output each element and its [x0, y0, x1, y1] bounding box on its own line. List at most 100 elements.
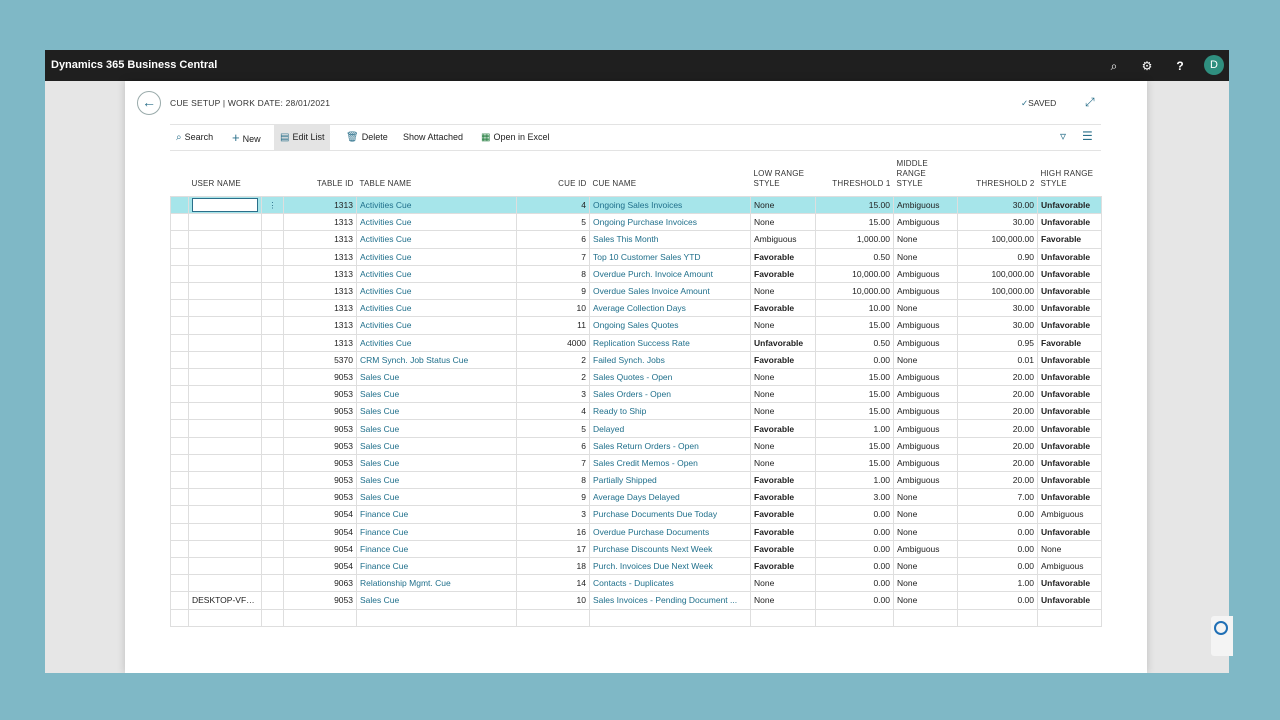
low-range-style-cell[interactable]: None — [750, 281, 816, 301]
row-marker-cell[interactable] — [170, 470, 189, 490]
low-range-style-cell[interactable]: Favorable — [750, 539, 816, 558]
threshold-1-cell[interactable]: 15.00 — [815, 436, 894, 455]
user-name-cell[interactable] — [188, 264, 262, 283]
column-header-middle-range-style[interactable]: MIDDLE RANGE STYLE — [896, 159, 928, 188]
search-button[interactable]: ⌕ Search — [176, 125, 213, 150]
threshold-2-cell[interactable]: 0.01 — [957, 350, 1038, 369]
row-marker-cell[interactable] — [170, 333, 189, 352]
cue-id-cell[interactable]: 5 — [516, 213, 590, 232]
cue-id-cell[interactable]: 9 — [516, 281, 590, 301]
middle-range-style-cell[interactable]: None — [893, 299, 958, 318]
high-range-style-cell[interactable]: Favorable — [1037, 333, 1102, 352]
row-marker-cell[interactable] — [170, 556, 189, 576]
user-name-cell[interactable] — [188, 367, 262, 387]
empty-cell[interactable] — [589, 608, 751, 627]
table-row[interactable]: 9053 Sales Cue 7 Sales Credit Memos - Open N… — [170, 453, 1102, 473]
row-marker-cell[interactable] — [170, 505, 189, 524]
table-name-cell[interactable]: Activities Cue — [356, 281, 517, 301]
empty-cell[interactable] — [516, 608, 590, 627]
table-row[interactable]: 9054 Finance Cue 18 Purch. Invoices Due Nex… — [170, 556, 1102, 576]
cue-id-cell[interactable]: 2 — [516, 350, 590, 369]
table-id-cell[interactable]: 9063 — [283, 574, 357, 593]
row-menu-cell[interactable] — [261, 333, 284, 352]
row-marker-cell[interactable] — [170, 591, 189, 610]
threshold-1-cell[interactable]: 15.00 — [815, 367, 894, 387]
empty-cell[interactable] — [188, 608, 262, 627]
user-name-cell[interactable] — [188, 402, 262, 421]
threshold-1-cell[interactable]: 0.00 — [815, 505, 894, 524]
cue-id-cell[interactable]: 7 — [516, 247, 590, 266]
table-id-cell[interactable]: 1313 — [283, 299, 357, 318]
low-range-style-cell[interactable]: None — [750, 402, 816, 421]
user-name-cell[interactable] — [188, 522, 262, 541]
table-name-cell[interactable]: Activities Cue — [356, 333, 517, 352]
user-name-cell[interactable] — [188, 350, 262, 369]
table-name-cell[interactable]: Sales Cue — [356, 488, 517, 507]
back-arrow-icon[interactable]: ← — [137, 91, 161, 115]
row-marker-cell[interactable] — [170, 350, 189, 369]
table-name-cell[interactable]: Sales Cue — [356, 402, 517, 421]
table-id-cell[interactable]: 1313 — [283, 247, 357, 266]
row-marker-cell[interactable] — [170, 264, 189, 283]
table-name-cell[interactable]: Sales Cue — [356, 591, 517, 610]
row-menu-cell[interactable] — [261, 350, 284, 369]
middle-range-style-cell[interactable]: Ambiguous — [893, 264, 958, 283]
cue-id-cell[interactable]: 10 — [516, 299, 590, 318]
table-row[interactable]: 9053 Sales Cue 2 Sales Quotes - Open None 15.… — [170, 367, 1102, 387]
row-marker-cell[interactable] — [170, 247, 189, 266]
collapse-icon[interactable]: ⤢ — [1085, 95, 1095, 109]
user-name-cell[interactable] — [188, 505, 262, 524]
user-name-cell[interactable] — [188, 299, 262, 318]
cue-id-cell[interactable]: 16 — [516, 522, 590, 541]
middle-range-style-cell[interactable]: Ambiguous — [893, 316, 958, 335]
threshold-1-cell[interactable]: 10,000.00 — [815, 281, 894, 301]
empty-new-row[interactable] — [170, 608, 1102, 627]
table-row[interactable]: 9053 Sales Cue 4 Ready to Ship None 15.00 Ambi… — [170, 402, 1102, 421]
high-range-style-cell[interactable]: Unfavorable — [1037, 591, 1102, 610]
cue-name-cell[interactable]: Partially Shipped — [589, 470, 751, 490]
threshold-1-cell[interactable]: 0.00 — [815, 350, 894, 369]
cue-name-cell[interactable]: Overdue Purchase Documents — [589, 522, 751, 541]
table-id-cell[interactable]: 1313 — [283, 264, 357, 283]
user-name-cell[interactable] — [188, 574, 262, 593]
table-id-cell[interactable]: 5370 — [283, 350, 357, 369]
threshold-1-cell[interactable]: 0.50 — [815, 333, 894, 352]
table-name-cell[interactable]: Finance Cue — [356, 505, 517, 524]
table-row[interactable]: 1313 Activities Cue 5 Ongoing Purchase Invo… — [170, 213, 1102, 232]
cue-id-cell[interactable]: 14 — [516, 574, 590, 593]
empty-cell[interactable] — [750, 608, 816, 627]
row-marker-cell[interactable] — [170, 316, 189, 335]
threshold-2-cell[interactable]: 100,000.00 — [957, 230, 1038, 249]
threshold-2-cell[interactable]: 30.00 — [957, 195, 1038, 215]
threshold-1-cell[interactable]: 0.00 — [815, 522, 894, 541]
cue-id-cell[interactable]: 2 — [516, 367, 590, 387]
high-range-style-cell[interactable]: Unfavorable — [1037, 281, 1102, 301]
row-menu-cell[interactable] — [261, 470, 284, 490]
user-name-cell[interactable] — [188, 316, 262, 335]
threshold-1-cell[interactable]: 0.00 — [815, 556, 894, 576]
high-range-style-cell[interactable]: Ambiguous — [1037, 556, 1102, 576]
user-name-cell[interactable] — [188, 281, 262, 301]
table-id-cell[interactable]: 9053 — [283, 453, 357, 473]
user-name-cell[interactable] — [188, 453, 262, 473]
middle-range-style-cell[interactable]: Ambiguous — [893, 367, 958, 387]
middle-range-style-cell[interactable]: Ambiguous — [893, 470, 958, 490]
row-marker-cell[interactable] — [170, 453, 189, 473]
high-range-style-cell[interactable]: Unfavorable — [1037, 264, 1102, 283]
row-menu-cell[interactable] — [261, 264, 284, 283]
high-range-style-cell[interactable]: Unfavorable — [1037, 419, 1102, 438]
row-marker-cell[interactable] — [170, 402, 189, 421]
threshold-1-cell[interactable]: 1.00 — [815, 470, 894, 490]
middle-range-style-cell[interactable]: None — [893, 574, 958, 593]
table-id-cell[interactable]: 9053 — [283, 488, 357, 507]
row-marker-cell[interactable] — [170, 436, 189, 455]
cue-id-cell[interactable]: 6 — [516, 230, 590, 249]
low-range-style-cell[interactable]: Favorable — [750, 522, 816, 541]
column-header-threshold-1[interactable]: THRESHOLD 1 — [832, 179, 891, 188]
middle-range-style-cell[interactable]: Ambiguous — [893, 436, 958, 455]
cue-name-cell[interactable]: Sales Quotes - Open — [589, 367, 751, 387]
table-row[interactable]: 9053 Sales Cue 6 Sales Return Orders - Open… — [170, 436, 1102, 455]
low-range-style-cell[interactable]: None — [750, 367, 816, 387]
low-range-style-cell[interactable]: Favorable — [750, 264, 816, 283]
column-header-table-name[interactable]: TABLE NAME — [359, 179, 412, 188]
